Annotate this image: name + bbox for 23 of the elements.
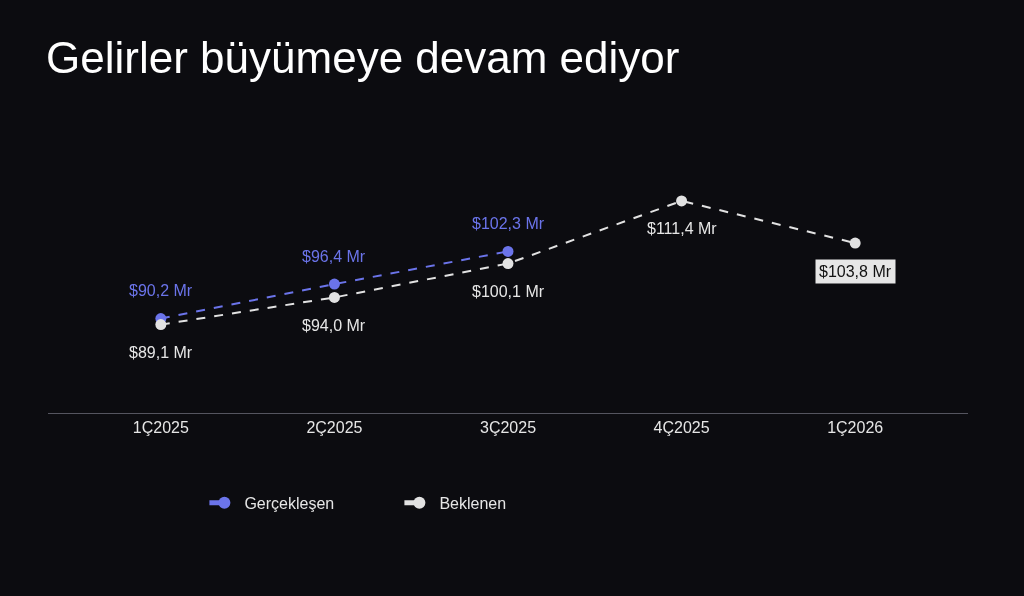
chart-title: Gelirler büyümeye devam ediyor (46, 32, 680, 82)
point (676, 195, 688, 207)
data-label: $103,8 Mr (819, 263, 892, 280)
data-label: $111,4 Mr (647, 220, 718, 237)
point (155, 319, 167, 331)
point (328, 291, 340, 303)
point (502, 245, 514, 257)
data-label: $102,3 Mr (472, 215, 545, 232)
data-label: $96,4 Mr (302, 248, 366, 265)
data-label: $94,0 Mr (302, 317, 366, 334)
x-tick-label: 1Ç2026 (827, 419, 884, 437)
x-tick-label: 2Ç2025 (306, 419, 363, 437)
x-tick-label: 1Ç2025 (132, 419, 189, 437)
legend-label: Gerçekleşen (244, 495, 335, 513)
data-label: $90,2 Mr (129, 282, 193, 299)
x-tick-label: 3Ç2025 (479, 419, 537, 437)
data-label: $100,1 Mr (472, 283, 545, 300)
x-tick-label: 4Ç2025 (653, 419, 710, 437)
data-label: $89,1 Mr (129, 344, 193, 361)
point (502, 258, 514, 270)
legend-label: Beklenen (439, 495, 507, 513)
point (328, 278, 340, 290)
point (849, 237, 861, 249)
